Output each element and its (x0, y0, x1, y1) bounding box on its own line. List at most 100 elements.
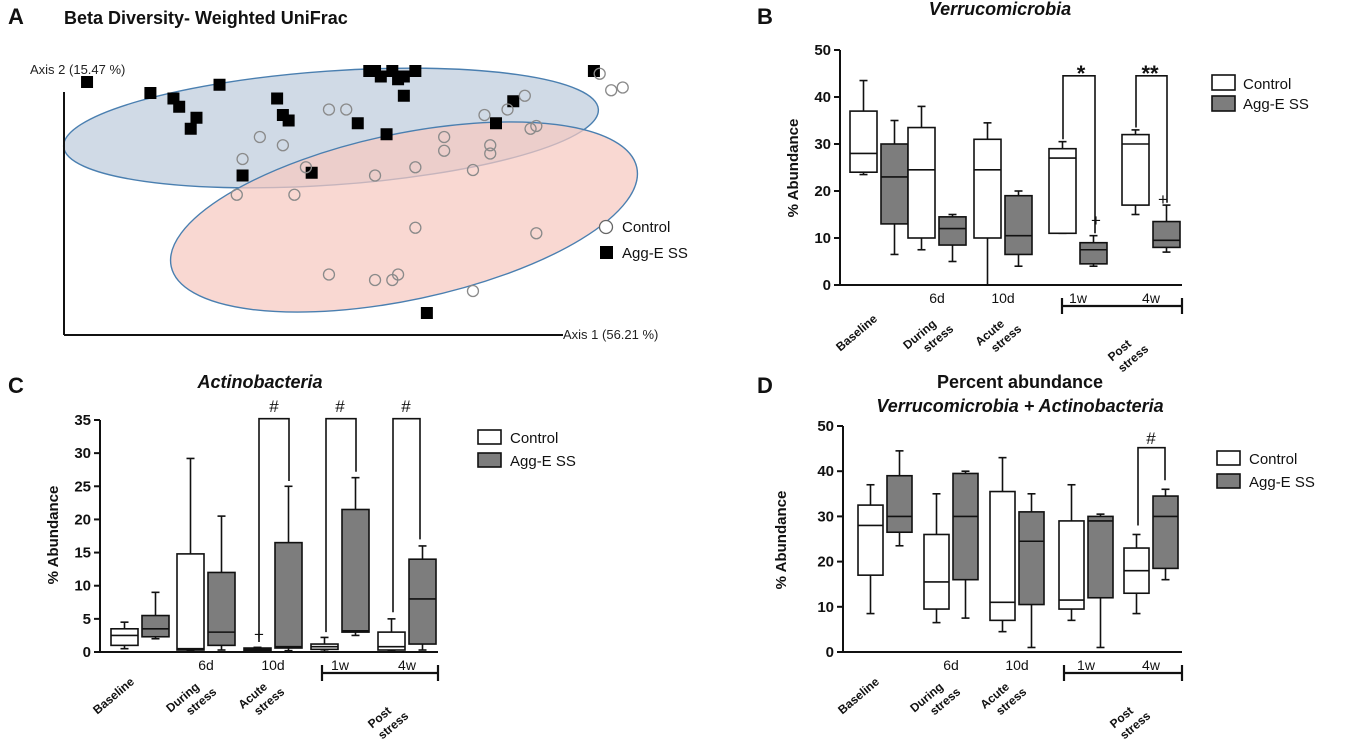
y-tick-label: 5 (83, 611, 91, 628)
control-point (322, 268, 336, 281)
panel-b-title: Verrucomicrobia (929, 0, 1071, 19)
agg-point (490, 117, 502, 130)
agg-box (1079, 241, 1108, 265)
significance-bracket (1062, 75, 1096, 234)
control-point (484, 147, 497, 160)
legend-agg-label: Agg-E SS (622, 245, 688, 262)
significance-mark: + (1158, 190, 1168, 209)
control-point (466, 284, 480, 298)
panel-label-a: A (8, 4, 24, 29)
agg-point (420, 307, 433, 319)
agg-box (1004, 194, 1033, 256)
legend-control-swatch (1211, 74, 1236, 91)
x-sublabel: 4w (1142, 657, 1161, 673)
agg-point (190, 111, 203, 124)
control-box (110, 627, 139, 647)
scatter-points (81, 65, 629, 319)
panel-b-boxplot: B Verrucomicrobia % Abundance 0 10 20 30 40 5… (757, 0, 1309, 375)
x-category-label: Duringstress (163, 673, 219, 727)
agg-box (341, 508, 370, 633)
agg-box (938, 216, 967, 246)
control-box (1048, 147, 1077, 235)
control-point (276, 139, 290, 152)
x-sublabel: 6d (929, 290, 945, 306)
control-point (616, 81, 629, 94)
x-category-label: Acutestress (972, 310, 1024, 360)
x-category-label: Duringstress (900, 310, 956, 364)
x-sublabel: 1w (1069, 290, 1088, 306)
x-sublabel: 6d (198, 657, 214, 673)
x-category-label: Acutestress (235, 673, 287, 723)
post-stress-label: Poststress (1107, 697, 1153, 739)
y-tick-label: 40 (814, 89, 831, 106)
x-category-line: Baseline (90, 674, 137, 717)
control-point (253, 130, 266, 144)
significance-mark: # (269, 397, 279, 416)
significance-bracket (258, 417, 290, 643)
y-tick-label: 20 (814, 183, 831, 200)
panel-b-plot: 0 10 20 30 40 50 6d 10d 1w 4w Baseline Duringstress… (814, 42, 1184, 375)
control-point (340, 103, 353, 116)
control-box (907, 126, 936, 239)
agg-point (397, 70, 410, 83)
control-point (322, 103, 336, 116)
panel-a-legend: Control Agg-E SS (598, 219, 688, 262)
agg-box (408, 558, 437, 645)
legend-agg-swatch (1211, 95, 1236, 112)
y-tick-label: 0 (83, 644, 91, 661)
agg-point (397, 89, 410, 102)
post-stress-label: Poststress (365, 697, 411, 739)
panel-a-scatter: A Beta Diversity- Weighted UniFrac Axis … (8, 4, 688, 342)
control-point (524, 122, 537, 135)
y-tick-label: 40 (817, 463, 834, 480)
panel-label-d: D (757, 373, 773, 398)
agg-box (1087, 515, 1114, 599)
legend-agg-label: Agg-E SS (510, 453, 576, 470)
agg-box (207, 571, 236, 647)
x-category-label: Duringstress (907, 673, 963, 727)
agg-box (886, 474, 913, 534)
panel-d-legend: Control Agg-E SS (1216, 450, 1315, 491)
control-point (501, 103, 514, 116)
control-box (377, 631, 406, 651)
panel-c-ylabel: % Abundance (45, 486, 62, 585)
control-box (973, 138, 1002, 239)
agg-box (1152, 220, 1181, 249)
x-category-line: Baseline (835, 674, 882, 717)
control-point (299, 161, 313, 174)
legend-control-marker (598, 219, 614, 235)
x-sublabel: 4w (398, 657, 417, 673)
x-sublabel: 10d (1005, 657, 1028, 673)
panel-c-legend: Control Agg-E SS (477, 429, 576, 470)
panel-b-ylabel: % Abundance (785, 119, 802, 218)
control-point (438, 144, 451, 157)
control-box (989, 490, 1016, 622)
control-point (368, 169, 382, 182)
x-sublabel: 1w (331, 657, 350, 673)
y-tick-label: 10 (817, 599, 834, 616)
significance-mark: ** (1141, 61, 1159, 86)
panel-b-legend: Control Agg-E SS (1211, 74, 1309, 113)
x-sublabel: 6d (943, 657, 959, 673)
agg-point (351, 117, 364, 130)
control-point (409, 221, 422, 234)
control-point (478, 108, 491, 122)
significance-mark: + (254, 625, 264, 644)
agg-point (213, 78, 226, 91)
x-sublabel: 10d (261, 657, 284, 673)
axis-1-label: Axis 1 (56.21 %) (563, 327, 658, 342)
agg-point (409, 65, 422, 77)
control-point (409, 161, 422, 174)
y-tick-label: 50 (814, 42, 831, 59)
y-tick-label: 50 (817, 418, 834, 435)
control-box (923, 533, 950, 610)
significance-bracket (1135, 75, 1168, 203)
legend-agg-swatch (477, 452, 502, 468)
agg-point (271, 92, 284, 105)
y-tick-label: 10 (74, 578, 91, 595)
y-tick-label: 20 (74, 511, 91, 528)
control-point (230, 188, 243, 201)
legend-agg-label: Agg-E SS (1249, 474, 1315, 491)
y-tick-label: 30 (814, 136, 831, 153)
